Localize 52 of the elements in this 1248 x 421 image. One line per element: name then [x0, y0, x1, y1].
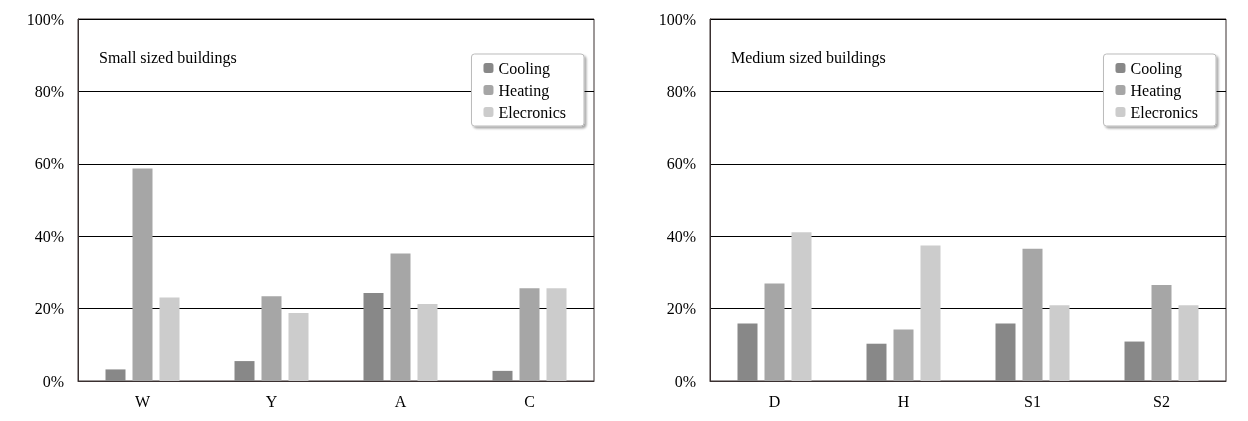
bar	[132, 168, 153, 381]
x-tick-label: W	[134, 392, 151, 410]
bar	[920, 245, 941, 381]
y-tick-label: 100%	[26, 10, 64, 28]
bar	[105, 369, 126, 381]
bar	[866, 343, 887, 381]
x-tick-label: Y	[265, 392, 278, 410]
bar	[492, 370, 513, 381]
x-tick-label: S2	[1153, 392, 1170, 410]
y-tick-label: 80%	[34, 82, 64, 100]
bar	[791, 232, 812, 381]
y-tick-label: 40%	[666, 227, 696, 245]
bar	[363, 293, 384, 381]
text: Small sized buildings	[99, 48, 237, 67]
y-tick-label: 20%	[666, 300, 696, 318]
y-tick-label: 40%	[34, 227, 64, 245]
bar	[234, 361, 255, 381]
legend-label: Cooling	[498, 59, 551, 78]
bar	[519, 288, 540, 381]
bar	[288, 312, 309, 381]
bar	[1151, 285, 1172, 381]
bar	[764, 283, 785, 381]
bar	[893, 329, 914, 381]
bar	[261, 296, 282, 381]
legend-label: Heating	[1130, 81, 1182, 100]
y-tick-label: 20%	[34, 300, 64, 318]
bar	[995, 323, 1016, 381]
y-tick-label: 80%	[666, 82, 696, 100]
text: Medium sized buildings	[731, 48, 886, 67]
legend-label: Elecronics	[1130, 103, 1199, 121]
legend-label: Heating	[498, 81, 550, 100]
y-tick-label: 60%	[666, 155, 696, 173]
x-tick-label: D	[768, 392, 781, 410]
x-tick-label: S1	[1024, 392, 1041, 410]
bar	[1178, 305, 1199, 381]
x-tick-label: H	[897, 392, 910, 410]
bar	[417, 303, 438, 381]
y-tick-label: 0%	[674, 372, 696, 390]
x-tick-label: A	[394, 392, 407, 410]
x-tick-label: C	[524, 392, 535, 410]
y-tick-label: 60%	[34, 155, 64, 173]
legend-label: Cooling	[1130, 59, 1183, 78]
bar	[1124, 341, 1145, 381]
bar	[159, 297, 180, 381]
bar	[1022, 248, 1043, 381]
bar	[546, 288, 567, 381]
y-tick-label: 100%	[658, 10, 696, 28]
bar	[737, 323, 758, 381]
legend-label: Elecronics	[498, 103, 567, 121]
bar	[1049, 305, 1070, 381]
y-tick-label: 0%	[42, 372, 64, 390]
bar	[390, 253, 411, 381]
